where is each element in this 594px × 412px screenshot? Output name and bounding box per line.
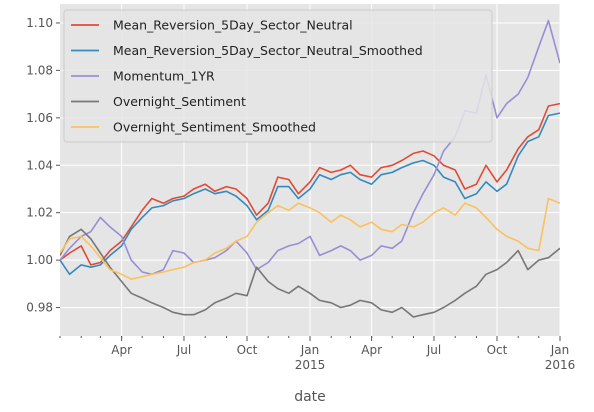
y-tick-label: 1.08 (26, 63, 53, 77)
x-tick-label: Jan (300, 343, 320, 357)
x-axis-label: date (294, 389, 326, 405)
y-tick-label: 1.10 (26, 16, 53, 30)
x-tick-label: Oct (487, 343, 508, 357)
y-tick-label: 0.98 (26, 301, 53, 315)
x-tick-year-label: 2015 (295, 358, 326, 372)
legend-label: Overnight_Sentiment (113, 94, 246, 109)
y-tick-label: 1.00 (26, 253, 53, 267)
legend-label: Momentum_1YR (113, 69, 215, 84)
x-tick-label: Apr (111, 343, 132, 357)
legend: Mean_Reversion_5Day_Sector_Neutral Mean_R… (64, 10, 492, 142)
legend-label: Overnight_Sentiment_Smoothed (113, 120, 316, 135)
x-tick-label: Apr (361, 343, 382, 357)
y-tick-label: 1.02 (26, 206, 53, 220)
legend-label: Mean_Reversion_5Day_Sector_Neutral_Smoot… (113, 43, 423, 58)
x-tick-year-label: 2016 (545, 358, 576, 372)
x-tick-label: Jul (176, 343, 191, 357)
y-tick-label: 1.04 (26, 158, 53, 172)
y-axis: 0.98 1.00 1.02 1.04 1.06 1.08 1.10 (26, 16, 60, 315)
legend-label: Mean_Reversion_5Day_Sector_Neutral (113, 18, 353, 33)
x-tick-label: Jan (550, 343, 570, 357)
y-tick-label: 1.06 (26, 111, 53, 125)
x-tick-label: Oct (237, 343, 258, 357)
x-tick-label: Jul (426, 343, 441, 357)
